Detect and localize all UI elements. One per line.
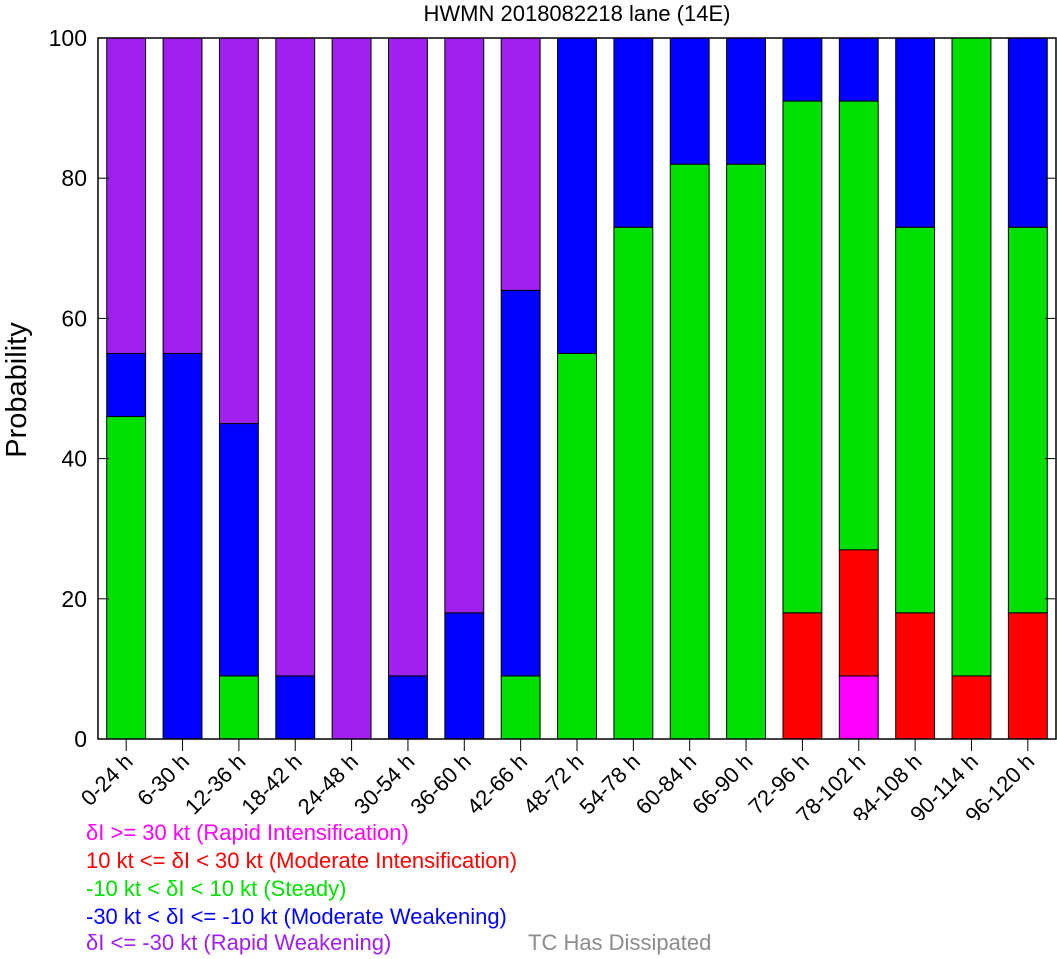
x-tick-label-42-66h: 42-66 h: [462, 749, 532, 819]
bar-mw-6-30h: [162, 352, 203, 740]
x-tick-label-18-42h: 18-42 h: [236, 749, 306, 819]
x-tick-label-0-24h: 0-24 h: [76, 749, 138, 811]
bar-mi-78-102h: [838, 549, 879, 677]
bar-steady-72-96h: [782, 100, 823, 614]
bar-mi-96-120h: [1007, 612, 1048, 740]
bar-mw-0-24h: [106, 352, 147, 418]
bar-mw-18-42h: [275, 675, 316, 740]
legend-item-rapid-weakening: δI <= -30 kt (Rapid Weakening): [86, 930, 392, 955]
y-tick-label-20: 20: [61, 586, 87, 612]
y-axis-label: Probability: [1, 322, 33, 458]
chart-svg: HWMN 2018082218 lane (14E) Probability 0…: [1, 1, 1057, 820]
bar-steady-90-114h: [951, 37, 992, 677]
bar-steady-60-84h: [669, 163, 710, 740]
bar-mw-36-60h: [444, 612, 485, 740]
bar-rw-12-36h: [218, 37, 259, 425]
y-tick-label-80: 80: [61, 165, 87, 191]
bar-steady-66-90h: [726, 163, 766, 740]
x-tick-label-36-60h: 36-60 h: [405, 749, 475, 819]
bar-mw-84-108h: [895, 37, 936, 228]
bar-steady-78-102h: [838, 100, 879, 551]
bar-mw-12-36h: [218, 423, 259, 677]
x-tick-label-48-72h: 48-72 h: [518, 749, 588, 819]
x-tick-label-60-84h: 60-84 h: [631, 749, 701, 819]
bar-rw-0-24h: [106, 37, 147, 354]
y-tick-label-40: 40: [61, 446, 87, 472]
bar-mi-84-108h: [895, 612, 936, 740]
bar-ri-78-102h: [838, 675, 879, 740]
y-tick-label-0: 0: [74, 726, 87, 752]
x-tick-label-24-48h: 24-48 h: [293, 749, 363, 819]
legend-item-rapid-intensification: δI >= 30 kt (Rapid Intensification): [86, 820, 409, 845]
bar-steady-48-72h: [557, 352, 597, 740]
bar-steady-0-24h: [106, 416, 147, 740]
bar-rw-42-66h: [500, 37, 541, 291]
bar-mw-96-120h: [1007, 37, 1048, 228]
bar-rw-24-48h: [331, 37, 372, 740]
bar-mw-54-78h: [613, 37, 654, 228]
bar-steady-12-36h: [218, 675, 259, 740]
bar-steady-84-108h: [895, 226, 936, 614]
bar-rw-6-30h: [162, 37, 203, 354]
y-tick-label-60: 60: [61, 305, 87, 331]
legend-item-steady: -10 kt < δI < 10 kt (Steady): [86, 876, 347, 901]
bar-mi-90-114h: [951, 675, 992, 740]
bar-steady-96-120h: [1007, 226, 1048, 614]
bar-mw-30-54h: [388, 675, 428, 740]
y-tick-label-100: 100: [49, 25, 87, 51]
x-tick-label-54-78h: 54-78 h: [574, 749, 644, 819]
bar-mw-78-102h: [838, 37, 879, 102]
dissipated-note: TC Has Dissipated: [528, 930, 712, 955]
bar-mw-66-90h: [726, 37, 766, 165]
bar-rw-18-42h: [275, 37, 316, 677]
chart-title: HWMN 2018082218 lane (14E): [424, 1, 731, 26]
x-tick-label-30-54h: 30-54 h: [349, 749, 419, 819]
bars-layer: [106, 37, 1048, 740]
bar-mw-72-96h: [782, 37, 823, 102]
bar-mw-42-66h: [500, 289, 541, 677]
bar-steady-54-78h: [613, 226, 654, 740]
x-tick-label-66-90h: 66-90 h: [687, 749, 757, 819]
bar-rw-36-60h: [444, 37, 485, 614]
bar-mw-60-84h: [669, 37, 710, 165]
legend-item-moderate-intensification: 10 kt <= δI < 30 kt (Moderate Intensific…: [86, 848, 518, 873]
bar-mi-72-96h: [782, 612, 823, 740]
x-tick-label-12-36h: 12-36 h: [180, 749, 250, 819]
bar-steady-42-66h: [500, 675, 541, 740]
bar-mw-48-72h: [557, 37, 597, 354]
bar-rw-30-54h: [388, 37, 428, 677]
legend-item-moderate-weakening: -30 kt < δI <= -10 kt (Moderate Weakenin…: [86, 904, 507, 929]
